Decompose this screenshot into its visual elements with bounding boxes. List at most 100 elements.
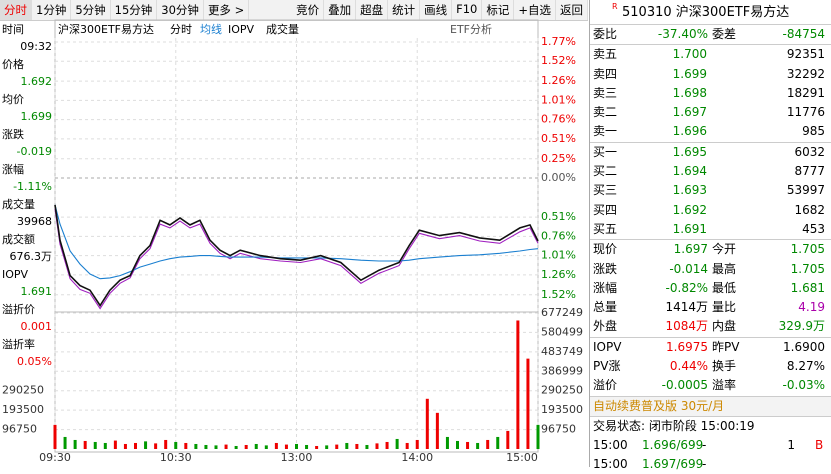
info-label: 成交额 xyxy=(2,232,35,246)
quote-cell: 18291 xyxy=(786,85,825,100)
volume-bar xyxy=(174,441,178,449)
info-value: 0.001 xyxy=(21,320,53,333)
quote-row: 总量 1414万 量比 4.19 xyxy=(590,298,831,317)
x-tick-label: 14:00 xyxy=(401,451,433,464)
toolbar: 分时 1分钟 5分钟 15分钟 30分钟 更多 > 竞价 叠加 超盘 统计 画线 F10 标记 +自选 返回 xyxy=(0,0,588,21)
toolbar-button[interactable]: 超盘 xyxy=(356,0,389,20)
volume-bar xyxy=(385,441,389,449)
volume-bar xyxy=(83,440,87,449)
quote-cell: 卖五 xyxy=(593,47,618,62)
toolbar-button[interactable]: 叠加 xyxy=(324,0,357,20)
tab[interactable]: 1分钟 xyxy=(32,0,72,20)
volume-bar xyxy=(405,442,409,449)
tick-cell: - xyxy=(702,456,707,471)
tick-row: 15:00 1.696/699- 1 B xyxy=(590,436,831,455)
quote-cell: 委比 xyxy=(593,27,618,41)
quote-cell: 内盘 xyxy=(712,319,737,334)
volume-bar xyxy=(345,442,349,449)
y-tick-label: 0.51% xyxy=(541,210,576,223)
header-item: 均线 xyxy=(200,22,222,36)
quote-panel: R 510310 沪深300ETF易方达 委比 -37.40% 委差 -84754 卖五 1.… xyxy=(589,0,831,471)
quote-cell: 现价 xyxy=(593,242,618,257)
info-value: 1.699 xyxy=(21,110,53,123)
quote-cell: 量比 xyxy=(712,300,737,315)
volume-bar xyxy=(526,358,530,449)
x-tick-label: 09:30 xyxy=(39,451,71,464)
quote-row: 买一 1.695 6032 xyxy=(590,141,831,162)
quote-row: 买三 1.693 53997 xyxy=(590,181,831,200)
info-value: 1.692 xyxy=(21,75,53,88)
quote-row: 买五 1.691 453 xyxy=(590,220,831,239)
quote-cell: 329.9万 xyxy=(778,319,825,334)
volume-bar xyxy=(325,445,329,449)
tab[interactable]: 30分钟 xyxy=(157,0,204,20)
chart-title: 沪深300ETF易方达 xyxy=(58,22,154,36)
quote-cell: 1.6975 xyxy=(666,339,708,354)
y-tick-label-left: 290250 xyxy=(2,384,44,397)
y-tick-label: 1.77% xyxy=(541,35,576,48)
volume-bar xyxy=(244,444,248,449)
y-tick-label: 1.52% xyxy=(541,54,576,67)
volume-bar xyxy=(224,444,228,449)
x-tick-label: 13:00 xyxy=(281,451,313,464)
info-value: -0.019 xyxy=(17,145,52,158)
volume-bar xyxy=(123,443,127,449)
toolbar-button[interactable]: 统计 xyxy=(388,0,421,20)
quote-cell: 涨跌 xyxy=(593,261,618,276)
volume-bar xyxy=(234,445,238,449)
quote-cell: 1.705 xyxy=(790,261,825,276)
quote-row: 卖一 1.696 985 xyxy=(590,122,831,141)
info-value: -1.11% xyxy=(13,180,52,193)
volume-bar xyxy=(295,443,298,449)
volume-bar xyxy=(144,441,148,449)
flag: R xyxy=(612,2,618,11)
quote-row: 涨幅 -0.82% 最低 1.681 xyxy=(590,279,831,298)
toolbar-button[interactable]: 竞价 xyxy=(292,0,325,20)
volume-bar xyxy=(103,442,107,449)
y-tick-label: 677249 xyxy=(541,306,583,319)
tick-row: 15:00 1.697/699- xyxy=(590,455,831,474)
tab[interactable]: 5分钟 xyxy=(71,0,111,20)
tick-cell: 1 xyxy=(787,437,795,452)
info-label: 成交量 xyxy=(2,197,35,211)
toolbar-button[interactable]: 画线 xyxy=(420,0,453,20)
toolbar-button[interactable]: 标记 xyxy=(482,0,515,20)
volume-bar xyxy=(73,439,77,449)
volume-bar xyxy=(184,442,188,449)
info-label: 溢折价 xyxy=(2,302,35,316)
info-label: 涨跌 xyxy=(2,127,24,141)
quote-cell: 1.697 xyxy=(673,242,708,257)
quote-row: PV涨 0.44% 换手 8.27% xyxy=(590,357,831,376)
quote-cell: 1.681 xyxy=(790,280,825,295)
quote-cell: 昨PV xyxy=(712,339,740,354)
tab[interactable]: 分时 xyxy=(0,0,32,20)
quote-cell: 卖二 xyxy=(593,105,618,120)
info-value: 39968 xyxy=(17,215,52,228)
volume-bar xyxy=(435,412,439,449)
chart: 沪深300ETF易方达 ETF分析 时间 09:32 价格 1.692 均价 1.699 涨… xyxy=(2,19,583,464)
volume-bar xyxy=(536,424,540,449)
etf-button[interactable]: ETF分析 xyxy=(450,22,492,36)
volume-bar xyxy=(496,436,500,449)
tick-cell: 1.696/699 xyxy=(642,437,704,452)
tab[interactable]: 15分钟 xyxy=(111,0,158,20)
quote-row: 卖五 1.700 92351 xyxy=(590,44,831,64)
series-line xyxy=(54,204,539,280)
quote-cell: PV涨 xyxy=(593,359,621,374)
quote-row: 卖四 1.699 32292 xyxy=(590,65,831,84)
tab[interactable]: 更多 > xyxy=(204,0,250,20)
volume-bar xyxy=(93,441,97,449)
quote-cell: 8.27% xyxy=(786,359,825,374)
quote-cell: 1.693 xyxy=(672,183,707,198)
header-item: 分时 xyxy=(170,23,192,36)
quote-cell: 1.696 xyxy=(672,124,707,139)
quote-cell: -0.03% xyxy=(782,378,825,393)
quote-cell: 1.692 xyxy=(672,202,707,217)
quote-cell: 8777 xyxy=(794,164,825,179)
quote-cell: 今开 xyxy=(712,242,737,257)
toolbar-button[interactable]: +自选 xyxy=(514,0,556,20)
toolbar-button[interactable]: 返回 xyxy=(556,0,588,20)
promo[interactable]: 自动续费普及版 30元/月 xyxy=(590,395,831,416)
info-label: 时间 xyxy=(2,23,24,36)
toolbar-button[interactable]: F10 xyxy=(452,0,483,20)
